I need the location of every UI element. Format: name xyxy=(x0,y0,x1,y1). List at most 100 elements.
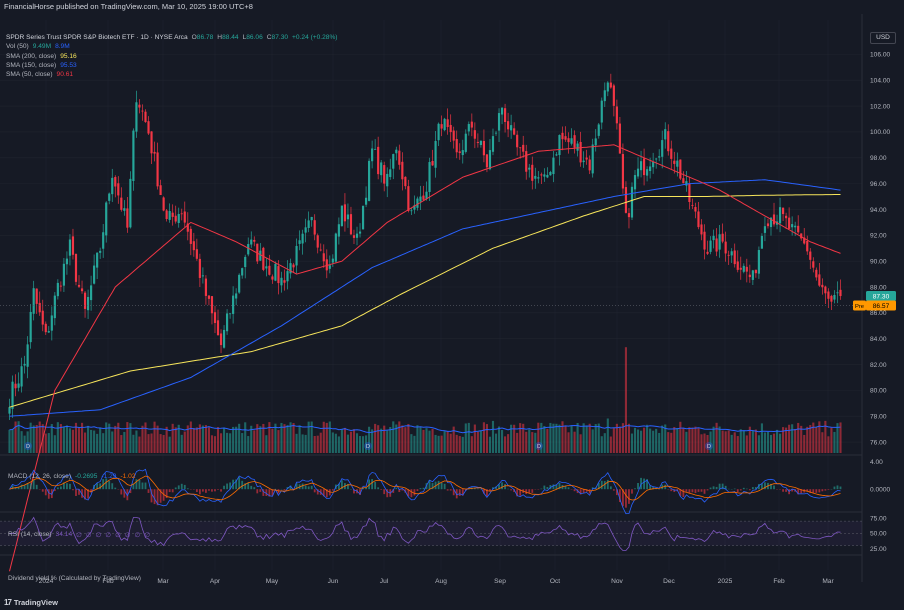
candle-body xyxy=(679,159,682,179)
macd-histogram-bar xyxy=(703,489,706,494)
volume-bar xyxy=(310,421,313,453)
volume-bar xyxy=(361,436,365,453)
rsi-tick-label: 25.00 xyxy=(870,546,887,553)
volume-bar xyxy=(830,427,833,453)
candle-body xyxy=(510,125,513,131)
candle-body xyxy=(111,177,114,195)
volume-bar xyxy=(833,431,836,453)
indicator-vol[interactable]: Vol (50) 9.49M 8.9M xyxy=(6,43,70,51)
volume-bar xyxy=(646,424,649,453)
candle-body xyxy=(102,232,105,249)
macd-histogram-bar xyxy=(700,489,703,492)
volume-bar xyxy=(74,422,78,453)
candle-body xyxy=(29,311,32,343)
candle-body xyxy=(528,167,531,170)
macd-histogram-bar xyxy=(195,489,198,492)
volume-bar xyxy=(775,429,779,453)
candle-body xyxy=(14,383,17,389)
macd-histogram-bar xyxy=(108,480,111,490)
volume-bar xyxy=(522,423,525,453)
volume-bar xyxy=(219,433,223,453)
volume-bar xyxy=(785,427,788,453)
candle-body xyxy=(141,110,144,112)
volume-bar xyxy=(797,422,800,453)
volume-bar xyxy=(105,422,108,453)
macd-histogram-bar xyxy=(718,483,721,490)
volume-bar xyxy=(389,427,392,453)
macd-histogram-bar xyxy=(476,488,479,490)
macd-histogram-bar xyxy=(407,489,410,497)
volume-bar xyxy=(709,431,712,453)
volume-bar xyxy=(434,434,437,453)
indicator-sma150[interactable]: SMA (150, close) 95.53 xyxy=(6,61,77,69)
volume-bar xyxy=(821,432,824,453)
currency-button[interactable]: USD xyxy=(870,32,896,44)
volume-bar xyxy=(368,426,371,453)
volume-bar xyxy=(519,423,522,453)
volume-bar xyxy=(494,433,498,453)
macd-histogram-bar xyxy=(62,482,65,490)
candle-body xyxy=(754,269,757,274)
price-tick-label: 88.00 xyxy=(870,284,887,291)
macd-histogram-bar xyxy=(78,489,80,495)
macd-histogram-bar xyxy=(709,487,712,490)
indicator-sma200[interactable]: SMA (200, close) 95.16 xyxy=(6,52,77,60)
volume-bar xyxy=(365,435,368,453)
chart-area[interactable]: D D D D 76.00 78.00 80.00 82.00 84.00 86.00 88.00… xyxy=(0,14,904,596)
price-tick-label: 80.00 xyxy=(870,388,887,395)
indicator-sma50[interactable]: SMA (50, close) 90.61 xyxy=(6,71,74,79)
volume-bar xyxy=(50,424,53,453)
volume-bar xyxy=(464,423,467,453)
volume-bar xyxy=(250,425,253,453)
volume-bar xyxy=(256,424,259,453)
macd-histogram-bar xyxy=(307,486,310,490)
macd-tick-label: 0.0000 xyxy=(870,487,891,494)
macd-legend[interactable]: MACD (12, 26, close) -0.2695 -1.29 -1.02 xyxy=(8,473,136,480)
candle-body xyxy=(307,220,310,228)
volume-bar xyxy=(23,435,26,453)
volume-bar xyxy=(192,428,195,453)
time-tick-label: Mar xyxy=(822,578,834,585)
macd-histogram-bar xyxy=(797,489,800,495)
candle-body xyxy=(216,320,220,336)
macd-histogram-bar xyxy=(223,485,225,490)
volume-bar xyxy=(791,424,794,453)
macd-histogram-bar xyxy=(540,488,543,490)
candle-body xyxy=(192,241,195,251)
ohlc-open: O86.78 xyxy=(191,34,214,41)
volume-bar xyxy=(165,426,168,453)
macd-histogram-bar xyxy=(11,485,14,490)
volume-bar xyxy=(259,426,262,453)
candle-body xyxy=(763,226,767,233)
candle-body xyxy=(830,295,833,302)
dividend-legend[interactable]: Dividend yield % (Calculated by TradingV… xyxy=(8,575,141,582)
candle-body xyxy=(380,162,383,176)
macd-histogram-bar xyxy=(105,478,108,490)
volume-bar xyxy=(313,435,316,453)
volume-bar xyxy=(606,418,609,453)
macd-histogram-bar xyxy=(761,483,763,490)
candle-body xyxy=(295,245,298,266)
macd-histogram-bar xyxy=(138,479,141,490)
tradingview-brand[interactable]: 17 TradingView xyxy=(4,598,58,607)
volume-bar xyxy=(62,426,65,453)
candle-body xyxy=(222,329,226,348)
chart-svg[interactable]: D D D D 76.00 78.00 80.00 82.00 84.00 86.00 88.00… xyxy=(0,14,904,596)
candle-body xyxy=(26,344,29,367)
candle-body xyxy=(374,149,377,150)
rsi-legend[interactable]: RSI (14, close) 34.14 ∅ ∅ ∅ ∅ ∅ ∅ ∅ ∅ xyxy=(8,531,151,539)
macd-histogram-bar xyxy=(81,489,83,498)
macd-histogram-bar xyxy=(141,482,144,490)
macd-histogram-bar xyxy=(153,489,156,505)
candle-body xyxy=(458,151,461,153)
volume-bar xyxy=(198,424,201,453)
macd-histogram-bar xyxy=(555,484,558,490)
dividend-marker-label: D xyxy=(707,444,711,450)
candle-body xyxy=(8,407,11,414)
macd-histogram-bar xyxy=(316,489,319,495)
macd-histogram-bar xyxy=(757,484,760,490)
macd-histogram-bar xyxy=(156,489,159,506)
candle-body xyxy=(800,233,803,239)
candle-body xyxy=(485,154,489,168)
